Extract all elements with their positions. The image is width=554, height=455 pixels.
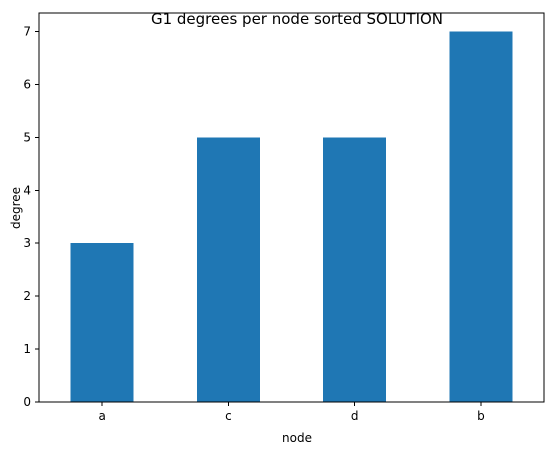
x-tick-label-a: a [98, 409, 105, 423]
y-tick-label-1: 1 [23, 342, 31, 356]
y-tick-label-3: 3 [23, 236, 31, 250]
bars-group [70, 31, 513, 403]
chart-title: G1 degrees per node sorted SOLUTION [151, 10, 443, 28]
y-tick-label-7: 7 [23, 25, 31, 39]
y-tick-label-6: 6 [23, 77, 31, 91]
x-tick-label-c: c [225, 409, 232, 423]
bar-c [196, 137, 260, 402]
y-tick-label-2: 2 [23, 289, 31, 303]
bar-a [70, 243, 134, 402]
y-tick-label-5: 5 [23, 130, 31, 144]
x-tick-label-b: b [477, 409, 485, 423]
x-tick-label-d: d [351, 409, 359, 423]
plot-area-frame [38, 12, 545, 403]
bar-b [449, 31, 513, 403]
y-tick-label-0: 0 [23, 395, 31, 409]
y-tick-label-4: 4 [23, 183, 31, 197]
y-axis-label: degree [9, 187, 23, 229]
bar-d [323, 137, 387, 402]
x-axis-label: node [282, 431, 312, 445]
y-axis-ticks: 0 1 2 3 4 5 6 7 [23, 25, 39, 409]
